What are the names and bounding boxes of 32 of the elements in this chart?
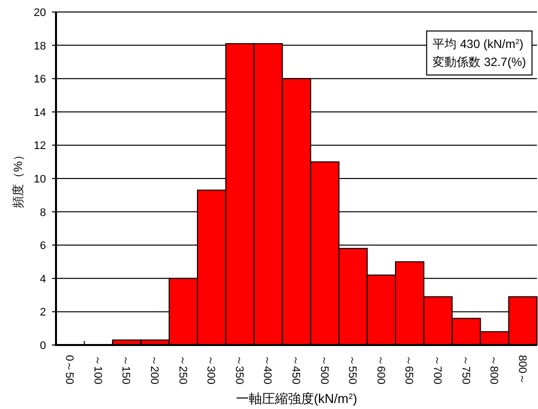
x-tick-label: ～600	[374, 355, 386, 384]
x-tick-label: ～350	[232, 355, 245, 384]
y-tick-label: 16	[34, 74, 46, 86]
x-tick-label: ～100	[91, 355, 104, 384]
x-tick-label: ～400	[261, 355, 274, 384]
y-tick-label: 2	[40, 306, 46, 319]
x-tick-label: ～750	[459, 355, 472, 384]
y-tick-label: 18	[34, 40, 46, 52]
x-tick-label: 800～	[516, 355, 528, 384]
x-tick-label: ～300	[204, 355, 217, 384]
y-tick-label: 8	[40, 206, 46, 219]
y-tick-label: 10	[34, 174, 46, 186]
x-tick-label: ～200	[148, 355, 160, 384]
x-tick-label: ～500	[318, 355, 330, 384]
x-tick-label: ～150	[120, 355, 132, 384]
x-tick-label: ～450	[290, 355, 302, 384]
y-tick-label: 12	[34, 140, 46, 152]
x-tick-label: ～700	[430, 355, 443, 384]
annotation: 平均 430 (kN/m$^{2}$)	[432, 36, 524, 51]
x-tick-label: 0～50	[63, 355, 76, 384]
x-tick-label: ～550	[346, 355, 358, 384]
annotation: 変動係数 32.7(%)	[432, 55, 526, 69]
x-tick-label: ～800	[488, 355, 500, 384]
y-tick-label: 4	[40, 273, 46, 286]
y-tick-label: 20	[34, 7, 46, 19]
y-tick-label: 6	[40, 240, 46, 252]
y-tick-label: 14	[34, 106, 46, 119]
x-tick-label: ～250	[176, 355, 188, 384]
y-tick-label: 0	[40, 340, 46, 352]
y-axis-title: 頻度（%）	[11, 149, 25, 208]
x-tick-label: ～650	[402, 355, 415, 384]
x-axis-title: 一軸圧縮強度(kN/m$^{2}$)	[236, 391, 358, 406]
